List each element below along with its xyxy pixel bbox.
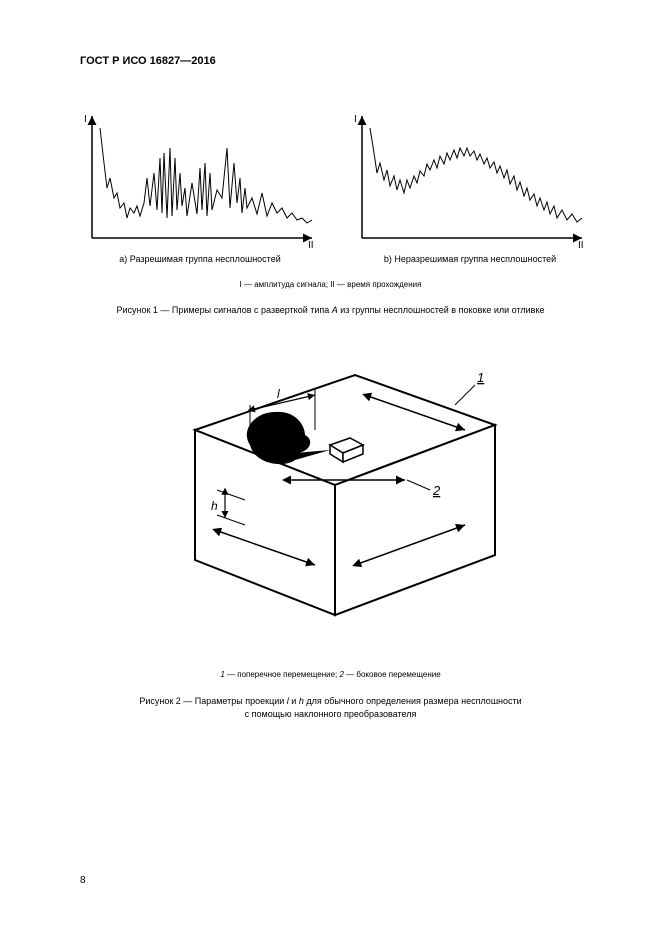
figure-1-caption: Рисунок 1 — Примеры сигналов с развертко… — [0, 305, 661, 315]
svg-text:1: 1 — [477, 370, 484, 385]
fig2-cap-prefix: Рисунок 2 — Параметры проекции — [139, 696, 286, 706]
figure-1-legend: I — амплитуда сигнала; II — время прохож… — [0, 280, 661, 289]
chart-b-label: b) Неразрешимая группа несплошностей — [350, 254, 590, 264]
page-number: 8 — [80, 875, 86, 886]
figure-2-caption: Рисунок 2 — Параметры проекции l и h для… — [0, 695, 661, 720]
svg-text:l: l — [277, 387, 280, 401]
leg2-end: — боковое перемещение — [344, 670, 441, 679]
svg-text:I: I — [84, 114, 87, 125]
svg-text:h: h — [211, 499, 218, 513]
fig1-cap-suffix: из группы несплошностей в поковке или от… — [338, 305, 545, 315]
standard-code: ГОСТ Р ИСО 16827—2016 — [80, 55, 216, 67]
svg-text:II: II — [308, 240, 314, 250]
svg-text:II: II — [578, 240, 584, 250]
chart-b-svg: III — [350, 110, 590, 250]
chart-a-label: a) Разрешимая группа несплошностей — [80, 254, 320, 264]
leg2-m1: — поперечное перемещение; — [225, 670, 340, 679]
fig2-cap-e1: для обычного определения размера несплош… — [304, 696, 522, 706]
chart-a-svg: III — [80, 110, 320, 250]
chart-a-cell: III a) Разрешимая группа несплошностей — [80, 110, 320, 264]
figure-2-svg: l h 1 2 — [155, 350, 515, 650]
figure-2-legend: 1 — поперечное перемещение; 2 — боковое … — [0, 670, 661, 679]
fig1-cap-prefix: Рисунок 1 — Примеры сигналов с развертко… — [116, 305, 331, 315]
svg-text:2: 2 — [432, 483, 441, 498]
chart-b-cell: III b) Неразрешимая группа несплошностей — [350, 110, 590, 264]
figure-1-row: III a) Разрешимая группа несплошностей I… — [80, 110, 590, 264]
fig2-cap-e2: с помощью наклонного преобразователя — [245, 709, 417, 719]
svg-text:I: I — [354, 114, 357, 125]
fig2-cap-and: и — [289, 696, 299, 706]
